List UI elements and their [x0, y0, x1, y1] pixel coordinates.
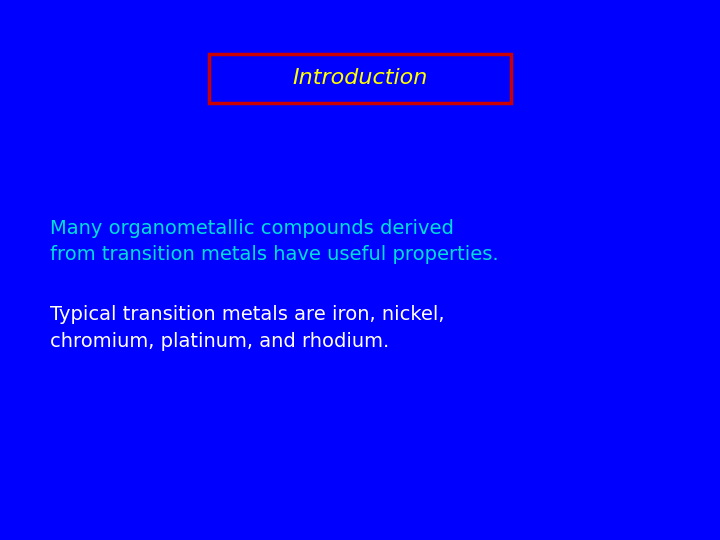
Text: Many organometallic compounds derived
from transition metals have useful propert: Many organometallic compounds derived fr… — [50, 219, 499, 264]
Text: Typical transition metals are iron, nickel,
chromium, platinum, and rhodium.: Typical transition metals are iron, nick… — [50, 305, 445, 350]
Text: Introduction: Introduction — [292, 68, 428, 89]
FancyBboxPatch shape — [209, 54, 511, 103]
